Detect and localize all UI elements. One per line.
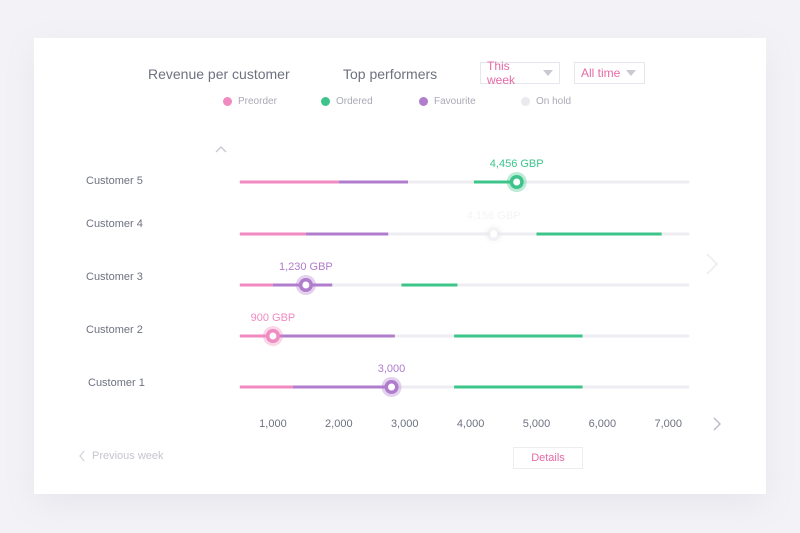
x-tick-label: 5,000	[523, 418, 551, 430]
details-label: Details	[531, 452, 565, 464]
row-label-customer-1: Customer 1	[88, 377, 145, 389]
legend-dot-ordered	[321, 97, 330, 106]
range-select[interactable]: All time	[574, 62, 645, 84]
chart-card	[34, 38, 766, 494]
x-tick-label: 1,000	[259, 418, 287, 430]
row-label-customer-2: Customer 2	[86, 324, 143, 336]
chevron-up-icon[interactable]	[215, 143, 227, 155]
marker-value-label: 4,456 GBP	[490, 158, 544, 170]
marker-center	[302, 281, 310, 289]
period-select[interactable]: This week	[480, 59, 560, 87]
chevron-left-icon	[79, 450, 85, 462]
legend-dot-on-hold	[521, 97, 530, 106]
marker-value-label: 1,230 GBP	[279, 261, 333, 273]
details-button[interactable]: Details	[513, 447, 583, 469]
chevron-right-icon[interactable]	[705, 252, 719, 276]
row-label-customer-3: Customer 3	[86, 271, 143, 283]
legend-item-ordered[interactable]: Ordered	[321, 96, 373, 107]
marker-center	[388, 383, 396, 391]
legend-item-favourite[interactable]: Favourite	[419, 96, 476, 107]
marker-value-label: 900 GBP	[251, 312, 296, 324]
x-tick-label: 2,000	[325, 418, 353, 430]
x-tick-label: 3,000	[391, 418, 419, 430]
legend-label: On hold	[536, 96, 572, 107]
x-tick-label: 6,000	[589, 418, 617, 430]
chevron-right-icon[interactable]	[712, 417, 722, 431]
marker-center	[513, 178, 521, 186]
previous-week-label: Previous week	[92, 450, 164, 462]
caret-down-icon	[626, 70, 637, 76]
legend-label: Favourite	[434, 96, 476, 107]
row-label-customer-5: Customer 5	[86, 175, 143, 187]
legend-label: Preorder	[238, 96, 277, 107]
tab-revenue-per-customer[interactable]: Revenue per customer	[148, 66, 290, 82]
x-tick-label: 4,000	[457, 418, 485, 430]
previous-week-link[interactable]: Previous week	[78, 450, 164, 462]
caret-down-icon	[543, 70, 553, 76]
marker-value-label: 4,156 GBP	[467, 210, 521, 222]
legend-label: Ordered	[336, 96, 373, 107]
row-label-customer-4: Customer 4	[86, 218, 143, 230]
marker-center	[269, 332, 277, 340]
legend-item-on-hold[interactable]: On hold	[521, 96, 571, 107]
period-select-value: This week	[487, 59, 516, 87]
marker-center	[490, 230, 498, 238]
marker-value-label: 3,000	[378, 363, 406, 375]
range-select-value: All time	[581, 66, 621, 80]
x-tick-label: 7,000	[654, 418, 682, 430]
legend-dot-preorder	[223, 97, 232, 106]
tab-top-performers[interactable]: Top performers	[343, 66, 438, 82]
legend-dot-favourite	[419, 97, 428, 106]
legend-item-preorder[interactable]: Preorder	[223, 96, 277, 107]
